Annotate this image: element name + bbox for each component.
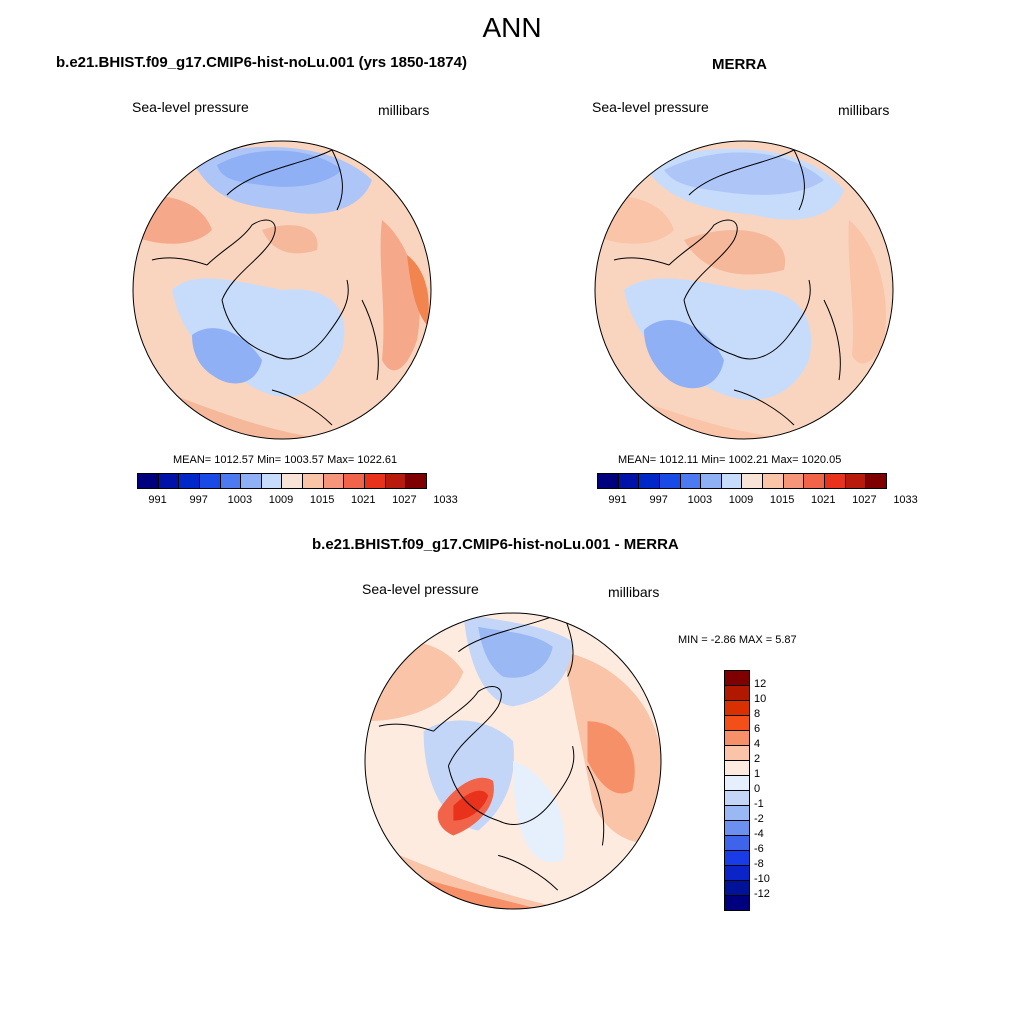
panel-1-colorbar-swatch <box>158 474 180 488</box>
panel-1-colorbar-swatch <box>220 474 242 488</box>
panel-1-colorbar-tick-label: 1033 <box>433 494 458 506</box>
panel-2-colorbar-swatch <box>763 474 784 488</box>
panel-3-colorbar-tick-label: -4 <box>754 828 764 840</box>
panel-1-colorbar-tick-label: 1003 <box>227 494 253 506</box>
panel-3-colorbar-tick-label: 12 <box>754 678 767 690</box>
panel-1-stats: MEAN= 1012.57 Min= 1003.57 Max= 1022.61 <box>173 454 398 466</box>
panel-3-colorbar-tick-label: -2 <box>754 813 764 825</box>
panel-2-colorbar-tick-label: 1027 <box>852 494 877 506</box>
panel-1-colorbar-tick-label: 1021 <box>351 494 376 506</box>
panel-3-colorbar-swatch <box>725 701 749 716</box>
panel-1-colorbar <box>137 473 427 489</box>
panel-1-colorbar-swatch <box>406 474 426 488</box>
panel-2-title: MERRA <box>712 56 767 73</box>
panel-3-colorbar-swatch <box>725 686 749 701</box>
panel-1-colorbar-swatch <box>385 474 407 488</box>
panel-3-colorbar-swatch <box>725 716 749 731</box>
panel-3-colorbar-tick-label: 0 <box>754 783 761 795</box>
panel-1-colorbar-tick-label: 1015 <box>309 494 335 506</box>
panel-2-colorbar-swatch <box>866 474 886 488</box>
panel-3-colorbar-swatch <box>725 731 749 746</box>
panel-1-colorbar-swatch <box>261 474 283 488</box>
panel-3-colorbar-swatch <box>725 746 749 761</box>
panel-3-colorbar-swatch <box>725 866 749 881</box>
panel-3-colorbar-tick-label: 8 <box>754 708 761 720</box>
panel-1-colorbar-tick-label: 997 <box>189 494 208 506</box>
panel-2-colorbar-swatch <box>825 474 846 488</box>
panel-3-units: millibars <box>608 584 660 600</box>
panel-3-colorbar-swatch <box>725 761 749 776</box>
panel-3-colorbar-tick-label: -8 <box>754 858 764 870</box>
panel-1-colorbar-swatch <box>138 474 159 488</box>
panel-1-colorbar-tick-label: 1009 <box>268 494 294 506</box>
panel-2-colorbar-swatch <box>783 474 805 488</box>
panel-2-colorbar-tick-label: 1021 <box>811 494 836 506</box>
panel-3-title: b.e21.BHIST.f09_g17.CMIP6-hist-noLu.001 … <box>312 536 679 553</box>
panel-1-title: b.e21.BHIST.f09_g17.CMIP6-hist-noLu.001 … <box>56 54 467 71</box>
panel-1-colorbar-swatch <box>303 474 324 488</box>
panel-3-colorbar <box>724 670 750 911</box>
panel-2-stats: MEAN= 1012.11 Min= 1002.21 Max= 1020.05 <box>618 454 842 466</box>
panel-2-colorbar-swatch <box>598 474 619 488</box>
panel-3-colorbar-swatch <box>725 671 749 686</box>
panel-1-colorbar-swatch <box>365 474 386 488</box>
panel-3-colorbar-tick-label: -1 <box>754 798 764 810</box>
panel-3-colorbar-tick-label: 1 <box>754 768 761 780</box>
panel-2-colorbar-swatch <box>701 474 722 488</box>
panel-3-colorbar-swatch <box>725 791 749 806</box>
panel-2-colorbar-tick-label: 997 <box>649 494 668 506</box>
panel-3-variable: Sea-level pressure <box>362 581 479 597</box>
panel-3-colorbar-swatch <box>725 881 749 896</box>
panel-2-colorbar-swatch <box>804 474 826 488</box>
panel-1-colorbar-tick-label: 991 <box>148 494 167 506</box>
panel-1-colorbar-swatch <box>282 474 304 488</box>
panel-2-colorbar-swatch <box>845 474 867 488</box>
panel-2-polar-map <box>594 140 894 440</box>
panel-3-stats: MIN = -2.86 MAX = 5.87 <box>678 634 797 646</box>
figure-title: ANN <box>482 12 542 43</box>
panel-3-colorbar-ticks: 12 10 8 6 4 2 1 0 -1 -2 -4 -6 -8 -10 -12 <box>754 670 794 910</box>
panel-2-colorbar-tick-label: 1003 <box>687 494 713 506</box>
panel-3-colorbar-tick-label: -10 <box>754 873 770 885</box>
panel-2-variable: Sea-level pressure <box>592 99 709 115</box>
panel-1-colorbar-swatch <box>323 474 345 488</box>
panel-1-variable: Sea-level pressure <box>132 99 249 115</box>
panel-3-colorbar-swatch <box>725 851 749 866</box>
panel-3-colorbar-swatch <box>725 836 749 851</box>
panel-1-units: millibars <box>378 102 430 118</box>
panel-2-colorbar-swatch <box>618 474 640 488</box>
panel-2-colorbar-ticks: 991 997 1003 1009 1015 1021 1027 1033 <box>597 494 917 508</box>
panel-3-polar-map <box>364 612 662 910</box>
panel-3-colorbar-swatch <box>725 896 749 910</box>
panel-2-colorbar-swatch <box>721 474 743 488</box>
panel-3-colorbar-tick-label: 6 <box>754 723 761 735</box>
panel-2-colorbar-swatch <box>742 474 764 488</box>
panel-1-colorbar-swatch <box>199 474 221 488</box>
panel-3-colorbar-swatch <box>725 776 749 791</box>
panel-2-colorbar-swatch <box>639 474 660 488</box>
panel-2-colorbar-tick-label: 991 <box>608 494 627 506</box>
panel-2-units: millibars <box>838 102 890 118</box>
panel-1-colorbar-tick-label: 1027 <box>392 494 417 506</box>
panel-1-colorbar-swatch <box>344 474 366 488</box>
panel-1-colorbar-swatch <box>241 474 262 488</box>
panel-3-colorbar-swatch <box>725 821 749 836</box>
panel-3-colorbar-tick-label: 10 <box>754 693 767 705</box>
panel-1-polar-map <box>132 140 432 440</box>
panel-1-colorbar-ticks: 991 997 1003 1009 1015 1021 1027 1033 <box>137 494 457 508</box>
panel-3-colorbar-tick-label: -6 <box>754 843 764 855</box>
panel-3-colorbar-tick-label: 2 <box>754 753 761 765</box>
panel-1-colorbar-swatch <box>179 474 200 488</box>
panel-3-colorbar-tick-label: 4 <box>754 738 761 750</box>
panel-3-colorbar-swatch <box>725 806 749 821</box>
panel-2-colorbar <box>597 473 887 489</box>
panel-2-colorbar-swatch <box>659 474 681 488</box>
panel-2-colorbar-tick-label: 1009 <box>728 494 754 506</box>
panel-2-colorbar-tick-label: 1033 <box>893 494 918 506</box>
panel-2-colorbar-swatch <box>680 474 702 488</box>
panel-3-colorbar-tick-label: -12 <box>754 888 770 900</box>
panel-2-colorbar-tick-label: 1015 <box>769 494 795 506</box>
